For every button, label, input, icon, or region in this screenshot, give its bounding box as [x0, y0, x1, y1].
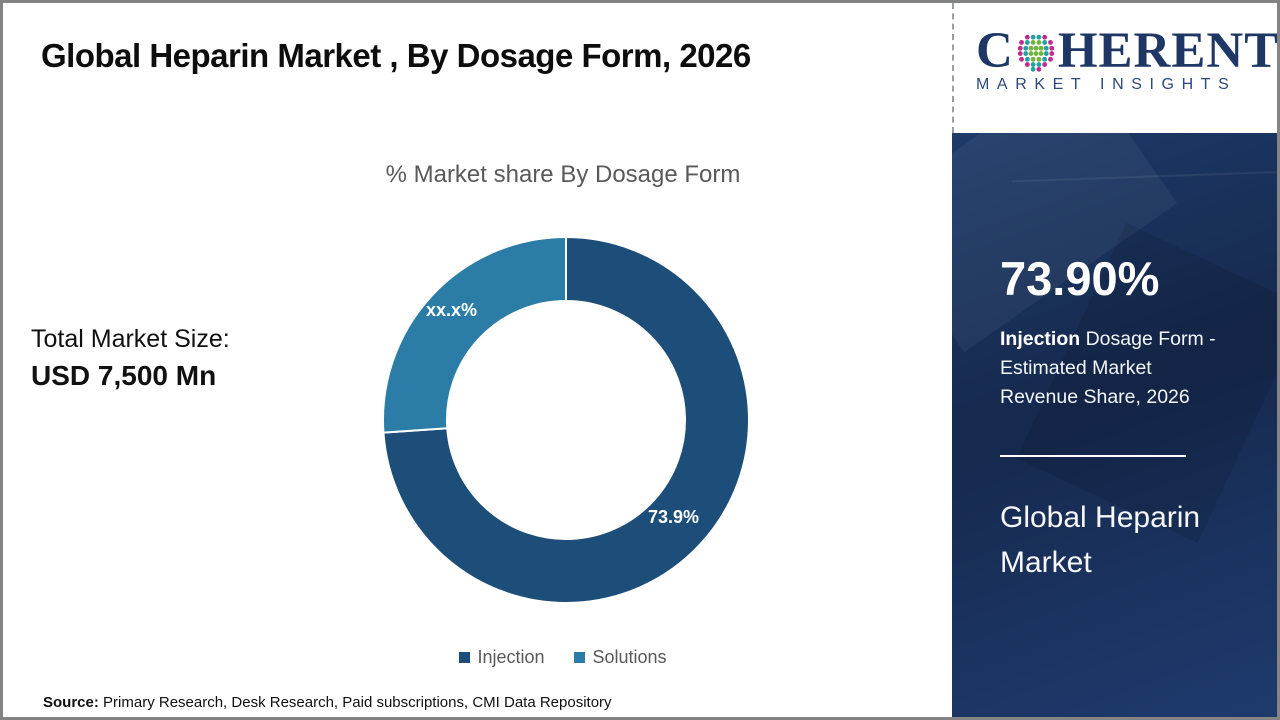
legend-swatch-injection-icon — [459, 652, 471, 663]
logo-letter-c: C — [976, 23, 1014, 79]
logo-word-rest: HERENT — [1057, 23, 1280, 79]
brand-logo-wordmark: C HERENT — [976, 23, 1280, 79]
legend-item-solutions[interactable]: Solutions — [574, 647, 667, 668]
donut-slice-solutions[interactable] — [382, 236, 567, 434]
panel-texture — [952, 133, 1178, 353]
chart-subtitle: % Market share By Dosage Form — [385, 161, 741, 188]
highlight-stat-value: 73.90% — [1000, 252, 1160, 305]
legend-label-solutions: Solutions — [592, 647, 667, 667]
highlight-stat-description: Injection Dosage Form - Estimated Market… — [1000, 325, 1232, 412]
total-market-value: USD 7,500 Mn — [31, 360, 217, 391]
chart-legend: Injection Solutions — [193, 647, 933, 668]
highlight-panel: 73.90% Injection Dosage Form - Estimated… — [952, 133, 1277, 717]
highlight-stat-rest: Dosage Form - Estimated Market Revenue S… — [1000, 328, 1216, 408]
data-label-solutions: xx.x% — [426, 300, 478, 320]
panel-divider — [1000, 455, 1186, 457]
data-label-injection: 73.9% — [648, 507, 700, 527]
logo-subtext: MARKET INSIGHTS — [976, 76, 1237, 93]
total-market-label: Total Market Size: — [31, 325, 230, 353]
source-label: Source: — [43, 694, 99, 711]
legend-item-injection[interactable]: Injection — [459, 647, 544, 668]
highlight-stat-segment: Injection — [1000, 328, 1081, 350]
source-text: Primary Research, Desk Research, Paid su… — [98, 694, 612, 711]
donut-slice-injection[interactable] — [382, 236, 750, 604]
legend-swatch-solutions-icon — [574, 652, 586, 663]
legend-label-injection: Injection — [477, 647, 545, 667]
brand-logo: C HERENT MARKET INSIGHTS — [952, 3, 1280, 133]
total-market-block: Total Market Size: USD 7,500 Mn — [31, 325, 230, 392]
donut-chart: xx.x% 73.9% — [376, 230, 756, 610]
page-title: Global Heparin Market , By Dosage Form, … — [41, 37, 751, 74]
panel-market-title: Global Heparin Market — [1000, 501, 1201, 579]
source-line: Source: Primary Research, Desk Research,… — [43, 694, 612, 711]
globe-dots-icon — [1017, 34, 1055, 72]
donut-chart-svg — [382, 236, 750, 604]
panel-texture — [1012, 165, 1277, 183]
